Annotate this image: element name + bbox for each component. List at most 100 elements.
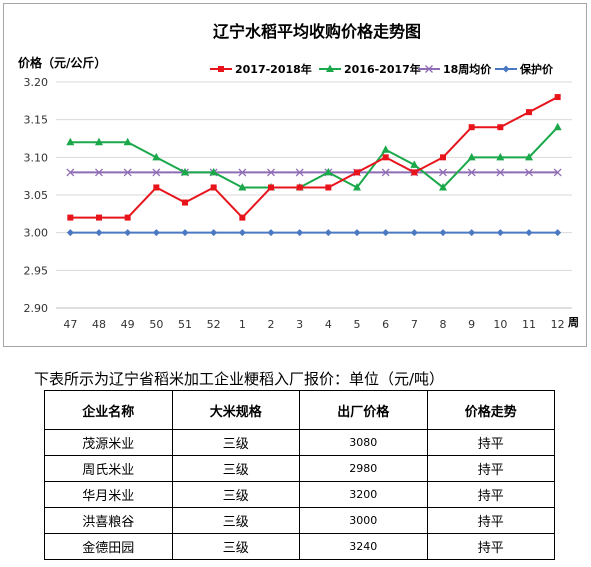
data-point — [296, 229, 304, 237]
cell-company: 洪喜粮谷 — [44, 507, 173, 534]
data-point — [553, 122, 562, 131]
y-tick-label: 3.15 — [24, 114, 49, 127]
data-point — [411, 169, 418, 176]
data-point — [353, 182, 361, 191]
data-point — [267, 168, 275, 177]
data-point — [181, 167, 189, 176]
x-tick-label: 10 — [493, 318, 507, 331]
legend-item: 2017-2018年 — [210, 62, 312, 76]
data-point — [381, 145, 390, 153]
data-point — [381, 168, 390, 177]
data-point — [210, 229, 218, 237]
legend-item: 保护价 — [495, 62, 554, 76]
data-point — [324, 229, 332, 237]
data-point — [295, 168, 304, 177]
cell-grade: 三级 — [171, 429, 300, 456]
x-tick-label: 1 — [239, 318, 246, 331]
y-tick-label: 3.05 — [24, 189, 49, 202]
table-row: 华月米业 三级 3200 持平 — [44, 481, 555, 508]
data-point — [152, 152, 161, 161]
header-price: 出厂价格 — [299, 390, 428, 430]
x-tick-label: 47 — [63, 318, 77, 331]
data-point — [296, 184, 303, 191]
cell-grade: 三级 — [171, 455, 300, 482]
x-tick-label: 7 — [411, 318, 418, 331]
cell-trend: 持平 — [426, 481, 555, 508]
data-point — [353, 229, 361, 237]
x-tick-label: 6 — [382, 318, 389, 331]
series-3 — [66, 168, 562, 177]
x-tick-label: 52 — [207, 318, 221, 331]
cell-grade: 三级 — [171, 533, 300, 560]
cell-price: 2980 — [299, 455, 428, 482]
x-tick-label: 50 — [149, 318, 163, 331]
x-tick-label: 3 — [296, 318, 303, 331]
legend-item: 18周均价 — [418, 62, 492, 76]
series-4 — [66, 229, 562, 237]
data-point — [267, 229, 275, 237]
data-point — [268, 184, 274, 191]
legend-item: 2016-2017年 — [319, 62, 421, 76]
data-point — [95, 229, 103, 237]
data-point — [440, 154, 446, 161]
data-point — [410, 229, 418, 237]
data-point — [238, 168, 247, 177]
data-point — [123, 137, 132, 146]
data-point — [182, 199, 188, 206]
x-tick-label: 8 — [440, 318, 447, 331]
data-point — [218, 66, 224, 72]
data-point — [525, 168, 533, 177]
y-tick-label: 2.90 — [24, 302, 49, 315]
y-tick-label: 3.10 — [24, 151, 49, 164]
data-point — [439, 182, 447, 191]
data-point — [553, 168, 562, 177]
data-point — [95, 168, 103, 177]
y-tick-label: 3.00 — [24, 227, 49, 240]
table-row: 洪喜粮谷 三级 3000 持平 — [44, 507, 555, 534]
data-point — [496, 152, 505, 161]
header-company: 企业名称 — [44, 390, 173, 430]
data-point — [210, 184, 217, 191]
data-point — [239, 214, 246, 221]
data-point — [66, 137, 75, 146]
data-point — [123, 168, 132, 177]
data-point — [95, 137, 103, 146]
cell-trend: 持平 — [426, 455, 555, 482]
x-axis-label: 周 — [568, 316, 579, 329]
y-tick-label: 2.95 — [24, 264, 49, 277]
cell-price: 3080 — [299, 429, 428, 456]
header-grade: 大米规格 — [171, 390, 300, 430]
x-tick-label: 9 — [468, 318, 475, 331]
cell-price: 3200 — [299, 481, 428, 508]
x-tick-label: 49 — [121, 318, 135, 331]
series-line — [70, 126, 559, 189]
cell-grade: 三级 — [171, 481, 300, 508]
legend-label: 2017-2018年 — [235, 62, 312, 76]
data-point — [152, 229, 160, 237]
series-1 — [67, 94, 561, 221]
data-point — [181, 229, 189, 237]
header-trend: 价格走势 — [426, 390, 555, 430]
legend-label: 保护价 — [519, 62, 554, 76]
x-tick-label: 2 — [268, 318, 275, 331]
cell-company: 华月米业 — [44, 481, 173, 508]
data-point — [439, 168, 447, 177]
x-tick-label: 12 — [551, 318, 565, 331]
chart-title: 辽宁水稻平均收购价格走势图 — [213, 22, 421, 41]
series-2 — [66, 122, 562, 191]
data-point — [324, 167, 333, 176]
data-point — [66, 168, 75, 177]
x-tick-label: 48 — [92, 318, 106, 331]
data-point — [439, 229, 447, 237]
legend-label: 18周均价 — [443, 62, 492, 76]
data-point — [326, 64, 334, 72]
data-point — [96, 214, 102, 221]
data-point — [497, 124, 504, 131]
y-tick-labels: 2.90 2.95 3.00 3.05 3.10 3.15 3.20 — [24, 76, 49, 315]
data-point — [467, 152, 476, 161]
data-point — [124, 214, 131, 221]
y-tick-label: 3.20 — [24, 76, 49, 89]
data-point — [467, 168, 476, 177]
y-axis-label: 价格（元/公斤） — [18, 55, 106, 70]
series-line — [70, 96, 559, 220]
